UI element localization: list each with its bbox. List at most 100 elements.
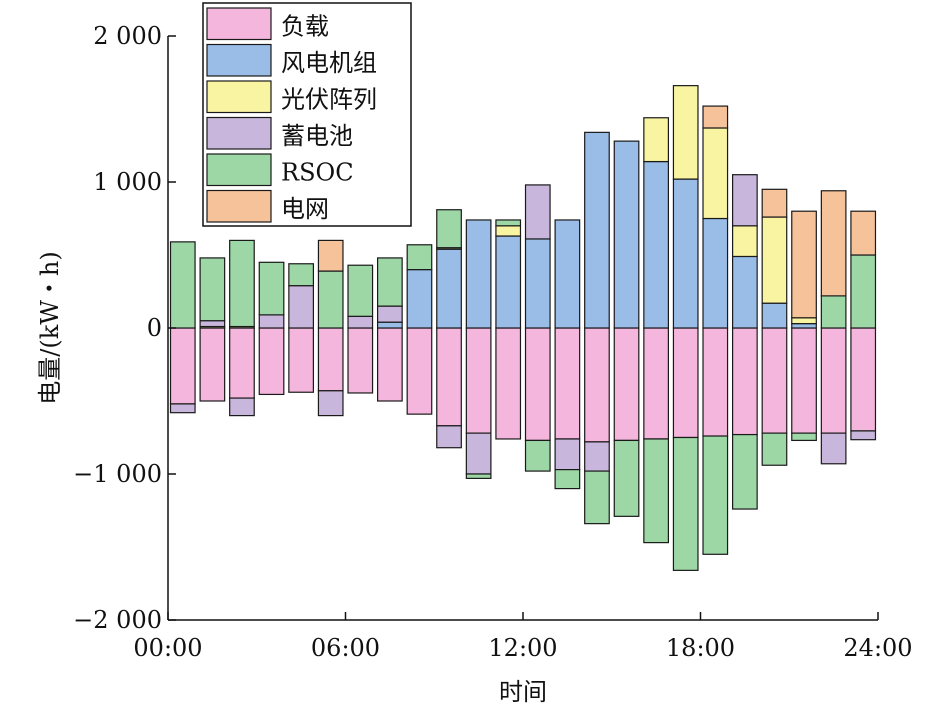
bar-segment (347, 264, 374, 317)
x-tick-label: 06:00 (311, 634, 380, 662)
bar-segment (613, 327, 640, 442)
bar-segment (584, 327, 610, 443)
bar-segment (584, 470, 610, 525)
bar-segment (436, 425, 462, 449)
bar-segment (465, 473, 492, 479)
bar-segment (554, 219, 581, 329)
bar-segment (317, 327, 344, 392)
bar-segment (584, 441, 610, 472)
bar-segment (288, 327, 315, 393)
bar-segment (672, 178, 699, 329)
bar-segment (731, 327, 758, 436)
bar-segment (672, 436, 699, 571)
bar-segment (465, 327, 492, 434)
y-tick-label: 1 000 (93, 168, 162, 196)
bar-segment (643, 117, 669, 163)
bar-segment (229, 239, 255, 328)
bar-segment (524, 327, 551, 442)
bar-segment (584, 131, 610, 329)
bar-segment (731, 255, 758, 329)
legend-swatch (206, 189, 272, 223)
bar-segment (495, 225, 522, 237)
bar-segment (850, 254, 877, 329)
bar-segment (820, 190, 847, 297)
bar-segment (347, 315, 374, 329)
bar-segment (761, 302, 788, 329)
bar-segment (288, 263, 315, 287)
bar-segment (199, 327, 226, 402)
bar-segment (406, 327, 433, 415)
bar-segment (258, 327, 285, 396)
bar-segment (377, 321, 403, 329)
bar-segment (643, 327, 669, 440)
bar-segment (406, 269, 433, 329)
bar-segment (791, 432, 817, 442)
legend-label: 负载 (281, 13, 329, 41)
bar-segment (643, 438, 669, 544)
bar-segment (288, 285, 315, 329)
y-tick-label: 2 000 (93, 22, 162, 50)
bar-segment (199, 320, 226, 328)
bar-segment (613, 140, 640, 329)
bar-segment (317, 270, 344, 329)
bar-segment (317, 239, 344, 272)
bar-segment (702, 105, 729, 129)
bar-segment (377, 305, 403, 323)
bar-segment (761, 432, 788, 466)
bar-segment (169, 241, 196, 329)
bar-segment (820, 327, 847, 434)
bar-segment (229, 327, 255, 399)
legend-swatch (206, 7, 272, 41)
bar-segment (731, 225, 758, 258)
x-tick-label: 00:00 (133, 634, 202, 662)
bar-segment (731, 433, 758, 510)
bar-segment (613, 439, 640, 517)
bar-segment (495, 235, 522, 329)
bar-segment (465, 432, 492, 475)
bar-segment (524, 238, 551, 329)
bar-segment (436, 209, 462, 249)
bar-segment (377, 327, 403, 402)
bar-segment (791, 327, 817, 434)
legend-swatch (206, 80, 272, 114)
bar-segment (169, 327, 196, 405)
bar-segment (377, 257, 403, 307)
legend-label: 光伏阵列 (281, 86, 377, 114)
bar-segment (495, 327, 522, 440)
bar-segment (702, 127, 729, 220)
x-tick-label: 18:00 (666, 634, 735, 662)
x-axis-title: 时间 (499, 678, 547, 706)
plot-area (169, 85, 877, 571)
bar-segment (643, 160, 669, 329)
bar-segment (199, 257, 226, 322)
bar-segment (702, 327, 729, 437)
bar-segment (554, 469, 581, 490)
y-tick-label: −2 000 (73, 606, 162, 634)
bar-segment (258, 314, 285, 329)
bar-segment (761, 188, 788, 218)
bar-segment (850, 430, 877, 441)
bar-segment (672, 85, 699, 180)
legend-swatch (206, 153, 272, 187)
bar-segment (347, 327, 374, 394)
legend-swatch (206, 116, 272, 150)
x-tick-label: 12:00 (488, 634, 557, 662)
bar-segment (761, 327, 788, 434)
legend-swatch (206, 43, 272, 77)
bar-segment (169, 403, 196, 414)
bar-segment (436, 327, 462, 427)
y-axis-title: 电量/(kW・h) (36, 251, 64, 404)
bar-segment (436, 248, 462, 329)
bar-segment (524, 439, 551, 472)
bar-segment (702, 435, 729, 555)
bar-segment (465, 219, 492, 329)
legend-label: RSOC (281, 159, 354, 187)
bar-segment (554, 438, 581, 471)
bar-segment (495, 219, 522, 227)
bar-segment (258, 261, 285, 316)
bar-segment (820, 432, 847, 465)
legend-label: 风电机组 (281, 49, 377, 77)
axes: −2 000 −1 000 0 1 000 2 000 00:00 06:00 12:00 18… (73, 22, 912, 662)
legend-label: 电网 (281, 195, 329, 223)
